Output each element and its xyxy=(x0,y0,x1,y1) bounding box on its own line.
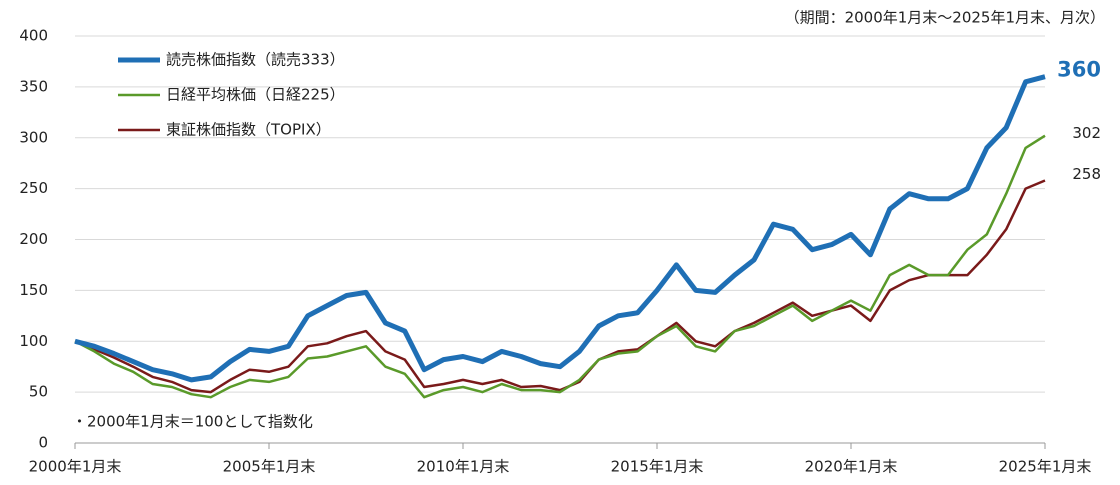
end-label: 302 xyxy=(1072,124,1101,142)
series-line xyxy=(74,134,1046,399)
x-tick-label: 2025年1月末 xyxy=(999,458,1092,476)
x-tick-label: 2005年1月末 xyxy=(223,458,316,476)
y-tick-label: 250 xyxy=(19,179,48,197)
y-tick-label: 400 xyxy=(19,27,48,45)
y-tick-label: 300 xyxy=(19,128,48,146)
legend-label: 読売株価指数（読売333） xyxy=(166,51,345,69)
y-tick-label: 350 xyxy=(19,77,48,95)
y-tick-label: 150 xyxy=(19,281,48,299)
x-tick-label: 2020年1月末 xyxy=(805,458,898,476)
x-tick-label: 2010年1月末 xyxy=(417,458,510,476)
period-note: （期間：2000年1月末～2025年1月末、月次） xyxy=(785,9,1105,27)
end-label: 360 xyxy=(1057,58,1101,82)
y-tick-label: 0 xyxy=(38,434,48,452)
y-tick-label: 100 xyxy=(19,332,48,350)
annotation: ・2000年1月末＝100として指数化 xyxy=(72,413,313,431)
x-tick-label: 2015年1月末 xyxy=(611,458,704,476)
y-tick-label: 50 xyxy=(29,383,48,401)
x-tick-label: 2000年1月末 xyxy=(29,458,122,476)
legend-label: 日経平均株価（日経225） xyxy=(166,86,345,104)
legend-label: 東証株価指数（TOPIX） xyxy=(166,121,331,139)
end-label: 258 xyxy=(1072,165,1101,183)
y-tick-label: 200 xyxy=(19,230,48,248)
series-line xyxy=(74,179,1046,394)
series-line xyxy=(74,74,1046,383)
